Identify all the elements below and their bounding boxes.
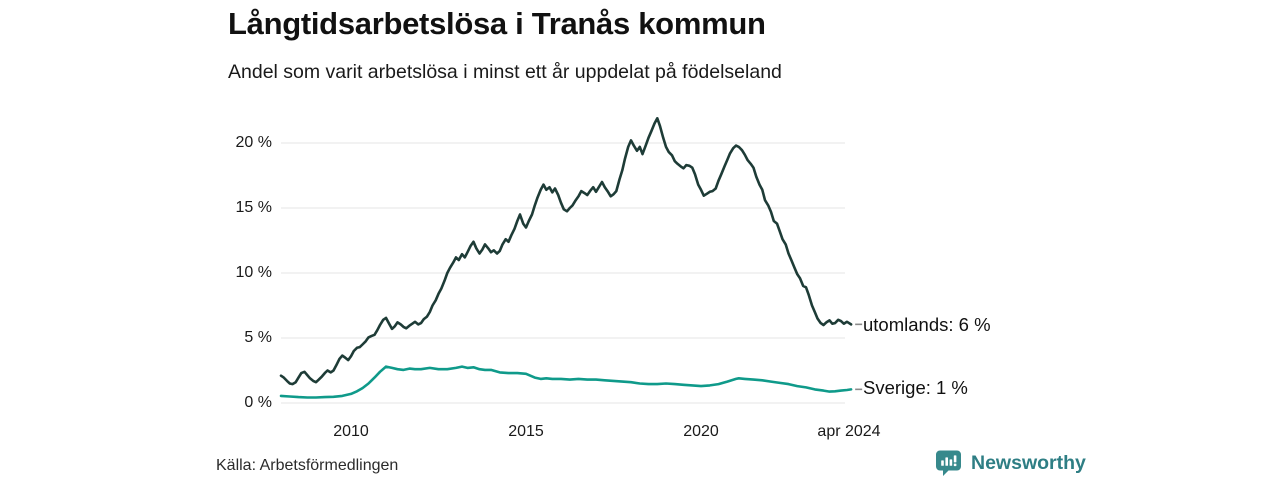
x-tick-2015: 2015 [508, 423, 544, 440]
chart-title: Långtidsarbetslösa i Tranås kommun [228, 6, 766, 41]
x-tick-2010: 2010 [333, 423, 369, 440]
chart-subtitle: Andel som varit arbetslösa i minst ett å… [228, 61, 782, 83]
y-tick-15: 15 % [235, 199, 272, 216]
x-tick-apr-2024: apr 2024 [817, 423, 881, 440]
source-note: Källa: Arbetsförmedlingen [216, 457, 399, 474]
y-tick-20: 20 % [235, 134, 272, 151]
y-tick-5: 5 % [244, 329, 272, 346]
y-tick-0: 0 % [244, 394, 272, 411]
y-tick-10: 10 % [235, 264, 272, 281]
newsworthy-logo-icon [936, 450, 961, 476]
newsworthy-brand: Newsworthy [935, 449, 1086, 477]
brand-name: Newsworthy [971, 451, 1086, 474]
series-end-label-utomlands: utomlands: 6 % [863, 314, 991, 335]
series-end-label-sverige: Sverige: 1 % [863, 377, 968, 398]
x-tick-2020: 2020 [683, 423, 719, 440]
